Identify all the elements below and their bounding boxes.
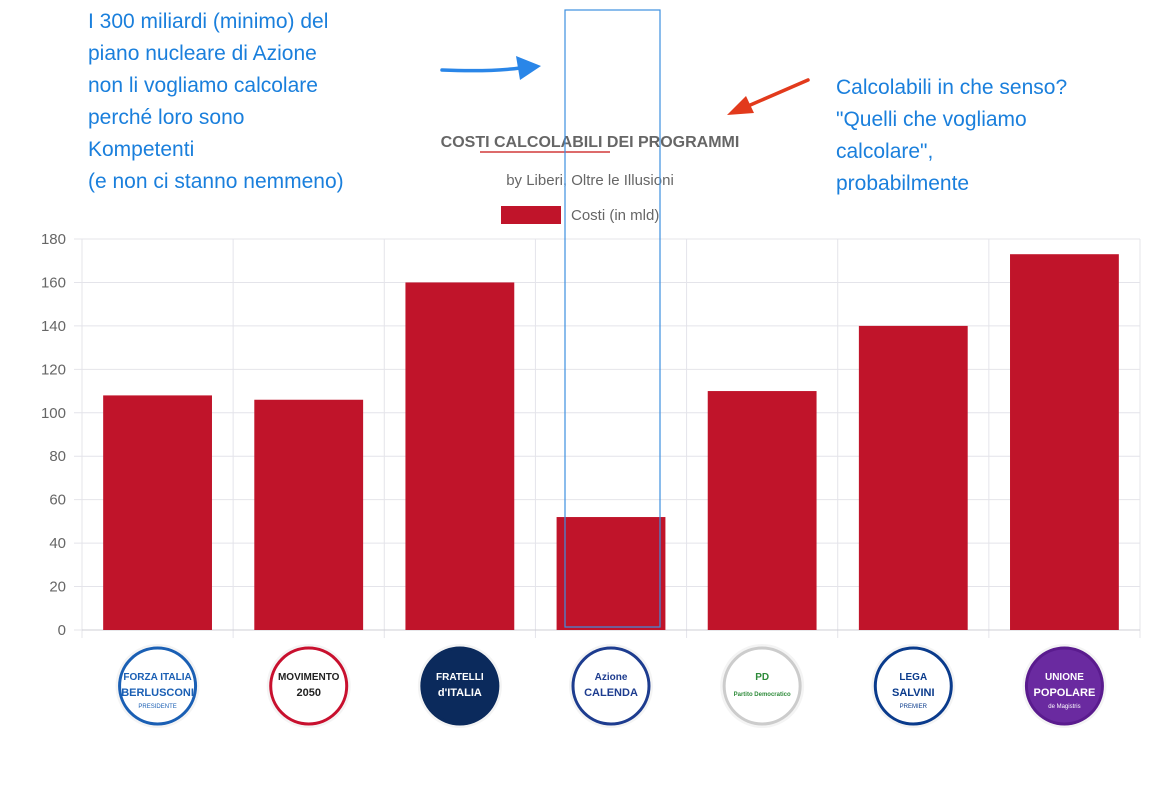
- highlight-box: [564, 9, 661, 628]
- logo-text-main: POPOLARE: [1034, 687, 1096, 699]
- title-part-3: DEI PROGRAMMI: [602, 134, 739, 151]
- logo-text-top: Azione: [595, 672, 628, 683]
- bar: [556, 517, 666, 630]
- logo-text-main: CALENDA: [584, 687, 638, 699]
- chart-title: COSTI CALCOLABILI DEI PROGRAMMI: [441, 134, 740, 151]
- bar: [858, 325, 968, 630]
- logo-text-top: FRATELLI: [436, 672, 484, 683]
- logo-circle: [420, 646, 500, 726]
- annotation-right-line: calcolare",: [836, 140, 934, 163]
- annotation-left-line: Kompetenti: [88, 138, 195, 161]
- blue-arrow: [440, 56, 541, 80]
- y-tick-label: 140: [41, 318, 66, 335]
- logo-circle: [1024, 646, 1104, 726]
- bar: [707, 391, 817, 630]
- party-logo: MOVIMENTO 2050: [266, 644, 351, 728]
- logo-text-top: FORZA ITALIA: [123, 672, 191, 683]
- logo-text-top: UNIONE: [1045, 672, 1084, 683]
- party-logo: UNIONE POPOLARE de Magistris: [1022, 644, 1107, 728]
- logo-text-main: BERLUSCONI: [121, 687, 194, 699]
- y-tick-label: 60: [49, 492, 66, 509]
- bar: [103, 395, 212, 630]
- annotation-left-line: non li vogliamo calcolare: [88, 74, 318, 97]
- legend-label: Costi (in mld): [571, 207, 659, 224]
- logo-circle: [269, 646, 349, 726]
- title-part-2: CALCOLABILI: [494, 134, 602, 151]
- bar-series: [103, 254, 1119, 630]
- chart-subtitle: by Liberi, Oltre le Illusioni: [506, 172, 674, 189]
- party-logo: PD Partito Democratico: [720, 644, 805, 728]
- logo-text-sub: de Magistris: [1048, 704, 1080, 710]
- logo-text-sub: PRESIDENTE: [138, 704, 176, 710]
- y-tick-label: 40: [49, 535, 66, 552]
- party-logo: FRATELLI d'ITALIA: [417, 644, 502, 728]
- bar: [254, 399, 364, 630]
- y-tick-label: 180: [41, 231, 66, 248]
- party-logo: LEGA SALVINI PREMIER: [871, 644, 956, 728]
- logo-text-main: Partito Democratico: [734, 692, 791, 698]
- logo-text-main: d'ITALIA: [438, 687, 482, 699]
- logo-text-top: MOVIMENTO: [278, 672, 340, 683]
- logo-circle: [722, 646, 802, 726]
- y-tick-label: 20: [49, 579, 66, 596]
- annotation-left-line: (e non ci stanno nemmeno): [88, 170, 344, 193]
- annotation-left-line: I 300 miliardi (minimo) del: [88, 10, 329, 33]
- annotation-right: Calcolabili in che senso? "Quelli che vo…: [836, 72, 1067, 200]
- legend-swatch: [501, 206, 561, 224]
- annotation-right-line: probabilmente: [836, 172, 970, 195]
- logo-text-sub: PREMIER: [900, 704, 928, 710]
- party-logo: FORZA ITALIA BERLUSCONI PRESIDENTE: [115, 644, 200, 728]
- logo-circle: [571, 646, 651, 726]
- logo-text-main: SALVINI: [892, 687, 935, 699]
- logo-text-top: PD: [755, 672, 769, 683]
- annotation-right-line: Calcolabili in che senso?: [836, 76, 1068, 99]
- bar: [405, 282, 515, 630]
- annotation-left: I 300 miliardi (minimo) del piano nuclea…: [88, 6, 344, 198]
- bar: [1010, 254, 1119, 630]
- annotation-left-line: piano nucleare di Azione: [88, 42, 317, 65]
- y-tick-label: 0: [58, 622, 66, 639]
- party-logo: Azione CALENDA: [569, 644, 653, 728]
- y-tick-label: 80: [49, 448, 66, 465]
- annotation-right-line: "Quelli che vogliamo: [836, 108, 1027, 131]
- annotation-left-line: perché loro sono: [88, 106, 245, 129]
- logo-text-top: LEGA: [899, 672, 927, 683]
- logo-text-main: 2050: [296, 687, 320, 699]
- y-axis-ticks: 0 20 40 60 80 100 120 140 160 180: [41, 231, 66, 639]
- y-tick-label: 160: [41, 274, 66, 291]
- logo-circle: [118, 646, 198, 726]
- title-part-1: COSTI: [441, 134, 494, 151]
- y-tick-label: 100: [41, 405, 66, 422]
- logo-circle: [873, 646, 953, 726]
- party-logos: FORZA ITALIA BERLUSCONI PRESIDENTE MOVIMENT…: [115, 644, 1107, 728]
- red-arrow: [727, 78, 810, 115]
- y-tick-label: 120: [41, 361, 66, 378]
